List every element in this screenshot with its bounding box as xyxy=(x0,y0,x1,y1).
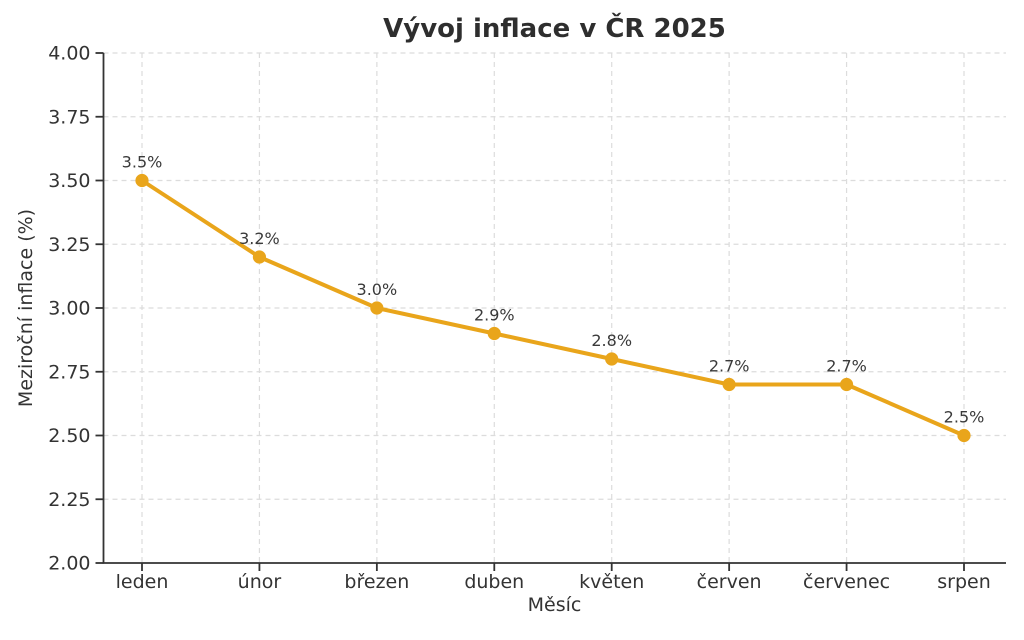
y-tick-label: 2.50 xyxy=(48,425,90,447)
data-point xyxy=(839,377,854,392)
series-line xyxy=(140,178,966,438)
chart-title: Vývoj inflace v ČR 2025 xyxy=(383,14,726,44)
x-tick-label: únor xyxy=(238,571,282,593)
data-point-label: 2.9% xyxy=(474,306,515,325)
y-tick-label: 2.00 xyxy=(48,553,90,575)
x-tick-label: duben xyxy=(464,571,524,593)
y-tick-label: 4.00 xyxy=(48,43,90,65)
data-point-label: 2.5% xyxy=(944,408,985,427)
x-tick-label: březen xyxy=(344,571,409,593)
data-point xyxy=(370,301,384,315)
data-point xyxy=(252,250,267,264)
data-point-label: 3.0% xyxy=(357,280,398,299)
y-tick-label: 3.75 xyxy=(48,106,90,128)
data-point xyxy=(605,352,619,366)
y-tick-label: 3.50 xyxy=(48,170,90,192)
x-axis-label: Měsíc xyxy=(527,594,582,616)
x-tick-label: květen xyxy=(579,571,644,593)
x-tick-label: červenec xyxy=(803,571,890,593)
y-tick-label: 2.75 xyxy=(48,361,90,383)
data-point-label: 3.5% xyxy=(122,153,163,172)
data-point xyxy=(487,326,501,341)
data-point xyxy=(722,377,736,392)
data-point-label: 3.2% xyxy=(239,229,280,248)
x-tick-label: srpen xyxy=(937,571,991,593)
y-tick-label: 3.00 xyxy=(48,298,90,320)
data-point xyxy=(957,428,971,443)
x-tick-label: leden xyxy=(116,571,169,593)
y-tick-label: 2.25 xyxy=(48,489,90,511)
data-point xyxy=(135,173,149,188)
data-point-label: 2.8% xyxy=(591,331,632,350)
x-tick-label: červen xyxy=(697,571,762,593)
data-point-label: 2.7% xyxy=(826,357,867,376)
y-tick-label: 3.25 xyxy=(48,234,90,256)
data-point-label: 2.7% xyxy=(709,357,750,376)
